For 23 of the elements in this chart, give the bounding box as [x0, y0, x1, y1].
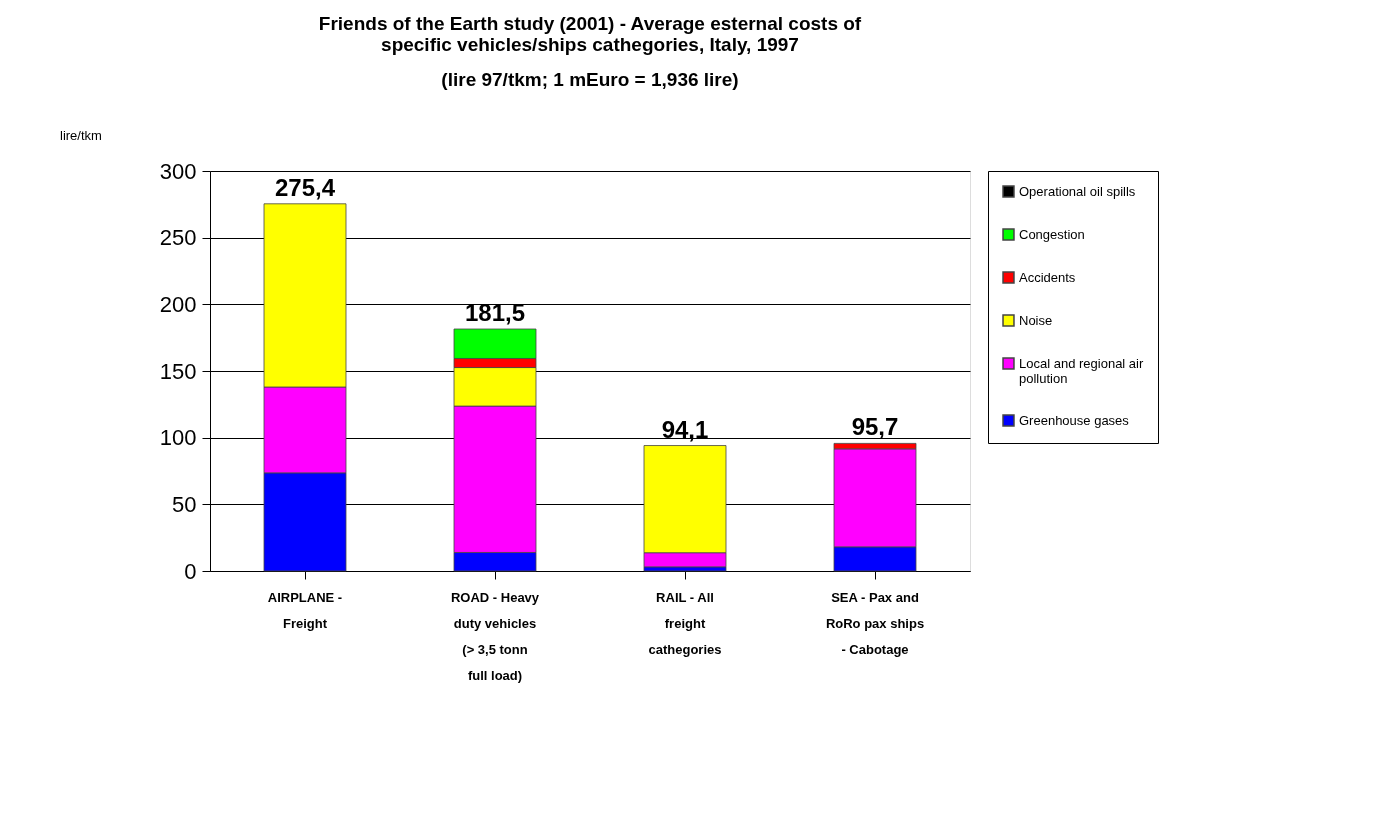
- y-tick-label: 150: [159, 358, 197, 384]
- x-tick-label: AIRPLANE - Freight: [267, 589, 343, 631]
- y-axis-title: lire/tkm: [60, 128, 102, 143]
- chart-subtitle: (lire 97/tkm; 1 mEuro = 1,936 lire): [441, 69, 739, 90]
- chart-title: Friends of the Earth study (2001) - Average esternal costs of specific vehicles/ships cathegories, Italy, 1997: [318, 13, 862, 55]
- legend-label: Local and regional air pollution: [1019, 355, 1144, 386]
- total-label: 95,7: [851, 413, 899, 441]
- y-tick-label: 50: [172, 491, 197, 517]
- y-tick-label: 200: [159, 291, 197, 317]
- total-label: 94,1: [661, 415, 709, 443]
- y-tick-label: 300: [159, 158, 197, 184]
- x-tick-label: RAIL - All freight cathegories: [648, 589, 722, 657]
- legend-label: Congestion: [1019, 226, 1085, 242]
- x-tick-label: ROAD - Heavy duty vehicles (> 3,5 tonn full load): [450, 589, 540, 683]
- y-tick-label: 250: [159, 225, 197, 251]
- legend-label: Noise: [1019, 312, 1053, 328]
- legend-label: Accidents: [1019, 269, 1076, 285]
- legend-label: Greenhouse gases: [1019, 412, 1130, 428]
- x-tick-label: SEA - Pax and RoRo pax ships - Cabotage: [825, 589, 925, 657]
- y-tick-label: 100: [159, 425, 197, 451]
- total-label: 275,4: [274, 173, 336, 201]
- y-tick-label: 0: [184, 558, 197, 584]
- legend-label: Operational oil spills: [1019, 183, 1136, 199]
